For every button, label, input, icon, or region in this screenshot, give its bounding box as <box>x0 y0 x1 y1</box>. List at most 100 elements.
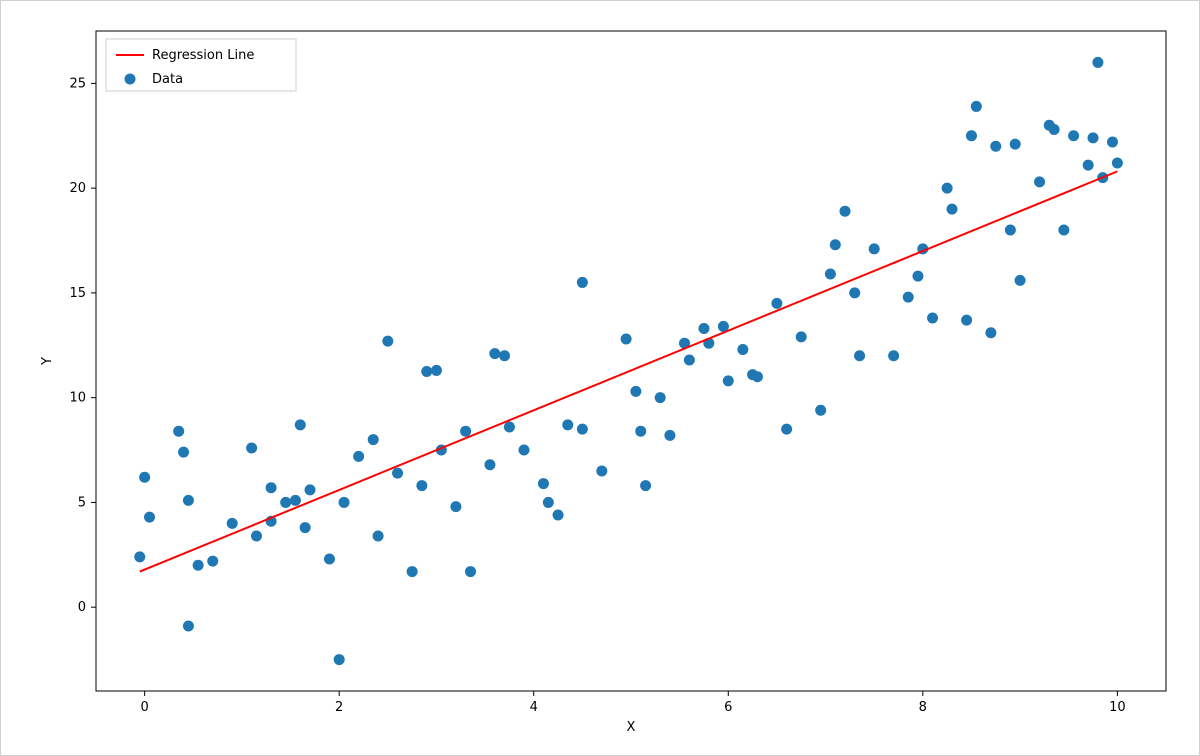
data-point <box>830 239 841 250</box>
data-point <box>840 206 851 217</box>
data-point <box>134 551 145 562</box>
data-point <box>961 315 972 326</box>
data-point <box>553 510 564 521</box>
data-point <box>353 451 364 462</box>
data-point <box>173 426 184 437</box>
data-point <box>942 183 953 194</box>
data-point <box>1088 132 1099 143</box>
x-tick-label: 4 <box>530 700 538 715</box>
data-point <box>849 287 860 298</box>
data-point <box>796 331 807 342</box>
data-point <box>139 472 150 483</box>
data-point <box>737 344 748 355</box>
data-point <box>577 277 588 288</box>
data-point <box>504 422 515 433</box>
data-point <box>207 556 218 567</box>
legend-item-label: Data <box>152 72 183 87</box>
data-point <box>577 424 588 435</box>
data-point <box>373 530 384 541</box>
y-tick-label: 15 <box>69 286 86 301</box>
y-tick-label: 20 <box>69 181 86 196</box>
y-tick-label: 25 <box>69 76 86 91</box>
data-point <box>1068 130 1079 141</box>
data-point <box>460 426 471 437</box>
data-point <box>183 495 194 506</box>
data-point <box>251 530 262 541</box>
data-point <box>640 480 651 491</box>
data-point <box>752 371 763 382</box>
data-point <box>888 350 899 361</box>
data-point <box>684 354 695 365</box>
x-axis-title: X <box>627 720 636 735</box>
data-point <box>407 566 418 577</box>
data-point <box>1107 137 1118 148</box>
data-point <box>596 466 607 477</box>
data-point <box>334 654 345 665</box>
data-point <box>227 518 238 529</box>
data-point <box>183 621 194 632</box>
data-point <box>966 130 977 141</box>
figure-frame: 02468100510152025XYRegression LineData <box>0 0 1200 756</box>
y-axis-title: Y <box>40 357 55 366</box>
data-point <box>771 298 782 309</box>
data-point <box>280 497 291 508</box>
data-point <box>912 271 923 282</box>
legend-item-label: Regression Line <box>152 48 254 63</box>
data-point <box>450 501 461 512</box>
data-point <box>382 336 393 347</box>
data-point <box>630 386 641 397</box>
data-point <box>947 204 958 215</box>
x-tick-label: 0 <box>140 700 148 715</box>
data-point <box>971 101 982 112</box>
data-point <box>392 468 403 479</box>
y-tick-label: 5 <box>78 495 86 510</box>
data-point <box>489 348 500 359</box>
data-point <box>1034 176 1045 187</box>
data-point <box>985 327 996 338</box>
data-point <box>519 445 530 456</box>
data-point <box>538 478 549 489</box>
legend-marker-icon <box>125 74 136 85</box>
data-point <box>1010 139 1021 150</box>
data-point <box>178 447 189 458</box>
data-point <box>1015 275 1026 286</box>
data-point <box>903 292 914 303</box>
legend: Regression Line Data <box>106 39 296 91</box>
x-tick-label: 6 <box>724 700 732 715</box>
data-point <box>543 497 554 508</box>
data-point <box>635 426 646 437</box>
figure-area: 02468100510152025XYRegression LineData <box>11 11 1189 745</box>
x-tick-label: 2 <box>335 700 343 715</box>
data-point <box>266 482 277 493</box>
scatter-regression-chart: 02468100510152025XYRegression LineData <box>11 11 1191 747</box>
data-point <box>854 350 865 361</box>
data-point <box>815 405 826 416</box>
data-point <box>990 141 1001 152</box>
data-point <box>869 243 880 254</box>
data-point <box>368 434 379 445</box>
data-point <box>927 313 938 324</box>
data-point <box>1058 225 1069 236</box>
data-point <box>1092 57 1103 68</box>
data-point <box>825 269 836 280</box>
data-point <box>339 497 350 508</box>
data-point <box>295 419 306 430</box>
data-point <box>431 365 442 376</box>
data-point <box>621 334 632 345</box>
data-point <box>655 392 666 403</box>
data-point <box>324 554 335 565</box>
data-point <box>781 424 792 435</box>
x-tick-label: 8 <box>919 700 927 715</box>
data-point <box>723 375 734 386</box>
data-point <box>698 323 709 334</box>
data-point <box>1083 160 1094 171</box>
data-point <box>193 560 204 571</box>
data-point <box>300 522 311 533</box>
data-point <box>1049 124 1060 135</box>
data-point <box>416 480 427 491</box>
y-tick-label: 10 <box>69 391 86 406</box>
data-point <box>1005 225 1016 236</box>
data-point <box>290 495 301 506</box>
data-point <box>499 350 510 361</box>
data-point <box>465 566 476 577</box>
